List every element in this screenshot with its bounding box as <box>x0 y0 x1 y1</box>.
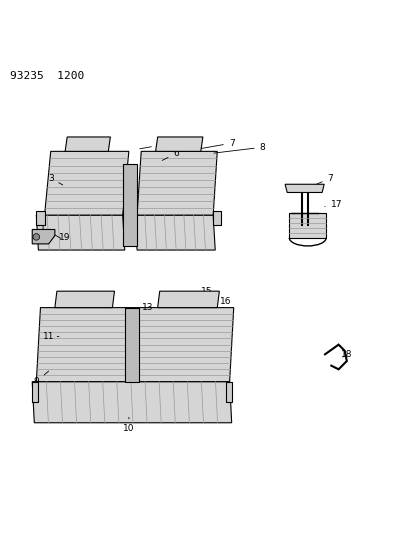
Text: 7: 7 <box>313 174 332 185</box>
Circle shape <box>33 233 40 240</box>
Text: 17: 17 <box>324 200 342 209</box>
Text: 2: 2 <box>122 236 127 248</box>
Text: 4: 4 <box>90 143 103 152</box>
Polygon shape <box>32 382 38 402</box>
Polygon shape <box>36 211 45 225</box>
Polygon shape <box>213 211 221 225</box>
Polygon shape <box>45 151 128 215</box>
Text: 5: 5 <box>140 141 162 150</box>
Text: 1: 1 <box>40 223 61 238</box>
Text: 15: 15 <box>195 287 212 296</box>
Polygon shape <box>157 291 219 308</box>
Polygon shape <box>124 308 139 382</box>
Polygon shape <box>285 184 323 192</box>
Text: 14: 14 <box>164 297 175 306</box>
Polygon shape <box>135 215 215 250</box>
Text: 3: 3 <box>48 174 62 185</box>
Polygon shape <box>289 213 325 238</box>
Text: 12: 12 <box>90 297 107 306</box>
Polygon shape <box>55 291 114 308</box>
Polygon shape <box>32 382 231 423</box>
Polygon shape <box>122 164 137 246</box>
Text: 16: 16 <box>215 297 231 306</box>
Text: 18: 18 <box>340 350 352 359</box>
Polygon shape <box>65 137 110 151</box>
Text: 13: 13 <box>135 303 153 314</box>
Text: 8: 8 <box>214 143 265 153</box>
Text: 19: 19 <box>47 233 71 242</box>
Polygon shape <box>155 137 202 151</box>
Polygon shape <box>36 215 124 250</box>
Polygon shape <box>36 308 233 382</box>
Polygon shape <box>137 151 217 215</box>
Text: 10: 10 <box>123 417 134 433</box>
Text: 93235  1200: 93235 1200 <box>9 71 84 81</box>
Text: 6: 6 <box>162 149 178 160</box>
Polygon shape <box>225 382 231 402</box>
Text: 7: 7 <box>199 139 234 149</box>
Text: 11: 11 <box>43 332 59 341</box>
Polygon shape <box>32 230 55 244</box>
Text: 9: 9 <box>33 371 48 386</box>
